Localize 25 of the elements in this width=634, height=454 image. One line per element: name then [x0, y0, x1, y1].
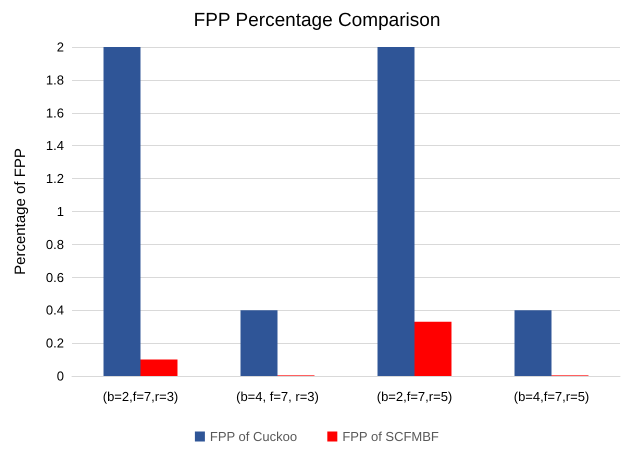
y-tick-label: 0.8	[46, 236, 64, 252]
y-tick-label: 1	[56, 204, 64, 219]
x-tick-label: (b=2,f=7,r=5)	[376, 389, 452, 404]
y-tick-label: 1.6	[46, 105, 64, 120]
chart-title: FPP Percentage Comparison	[194, 10, 440, 31]
y-tick-label: 0.2	[46, 336, 64, 351]
bar	[240, 310, 278, 376]
bar	[104, 47, 140, 376]
bar	[514, 310, 552, 376]
bar	[140, 360, 178, 376]
legend-label: FPP of Cuckoo	[210, 429, 298, 444]
y-tick-label: 0.6	[46, 270, 64, 285]
y-tick-label: 0	[56, 368, 64, 384]
x-tick-label: (b=2,f=7,r=3)	[102, 389, 178, 404]
x-tick-label: (b=4, f=7, r=3)	[236, 389, 319, 404]
bar	[414, 322, 452, 376]
y-tick-label: 1.8	[46, 72, 64, 88]
legend-label: FPP of SCFMBF	[342, 429, 439, 444]
y-axis-title: Percentage of FPP	[12, 148, 29, 275]
bar	[378, 47, 414, 376]
y-tick-label: 2	[56, 40, 64, 54]
y-tick-label: 1.2	[46, 171, 64, 186]
y-tick-label: 1.4	[46, 138, 64, 154]
y-tick-label: 0.4	[46, 302, 64, 318]
x-tick-label: (b=4,f=7,r=5)	[514, 389, 590, 404]
